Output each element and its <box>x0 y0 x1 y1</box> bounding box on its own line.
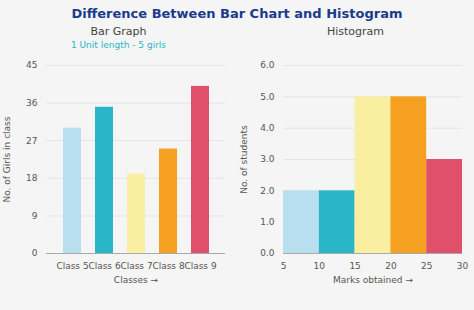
svg-text:27: 27 <box>26 136 37 146</box>
html-text:Histogram: Histogram <box>327 25 384 38</box>
svg-text:20: 20 <box>385 261 397 271</box>
svg-text:30: 30 <box>457 261 469 271</box>
html-text:1 Unit length - 5 girls: 1 Unit length - 5 girls <box>70 40 167 50</box>
svg-text:1.0: 1.0 <box>260 217 275 227</box>
svg-text:36: 36 <box>26 98 38 108</box>
svg-text:4.0: 4.0 <box>260 123 275 133</box>
svg-text:5.0: 5.0 <box>260 92 275 102</box>
svg-text:No. of students: No. of students <box>239 125 249 194</box>
svg-text:6.0: 6.0 <box>260 60 275 70</box>
html-text:Bar Graph: Bar Graph <box>90 25 147 38</box>
svg-text:9: 9 <box>32 211 38 221</box>
svg-text:5: 5 <box>281 261 287 271</box>
svg-text:Marks obtained →: Marks obtained → <box>333 275 413 285</box>
svg-text:0.0: 0.0 <box>260 248 275 258</box>
svg-text:10: 10 <box>314 261 326 271</box>
svg-text:No. of Girls in class: No. of Girls in class <box>2 116 12 202</box>
svg-text:Class 8: Class 8 <box>152 261 185 271</box>
svg-text:2.0: 2.0 <box>260 186 275 196</box>
svg-text:45: 45 <box>26 60 37 70</box>
svg-text:3.0: 3.0 <box>260 154 275 164</box>
svg-text:Class 9: Class 9 <box>184 261 217 271</box>
svg-text:18: 18 <box>26 173 38 183</box>
svg-text:0: 0 <box>32 248 38 258</box>
svg-text:15: 15 <box>349 261 360 271</box>
svg-text:Class 6: Class 6 <box>88 261 121 271</box>
html-text:Difference Between Bar Chart a: Difference Between Bar Chart and Histogr… <box>71 6 403 21</box>
svg-text:Classes →: Classes → <box>114 275 159 285</box>
svg-text:Class 7: Class 7 <box>120 261 152 271</box>
svg-text:25: 25 <box>421 261 432 271</box>
svg-text:Class 5: Class 5 <box>56 261 88 271</box>
